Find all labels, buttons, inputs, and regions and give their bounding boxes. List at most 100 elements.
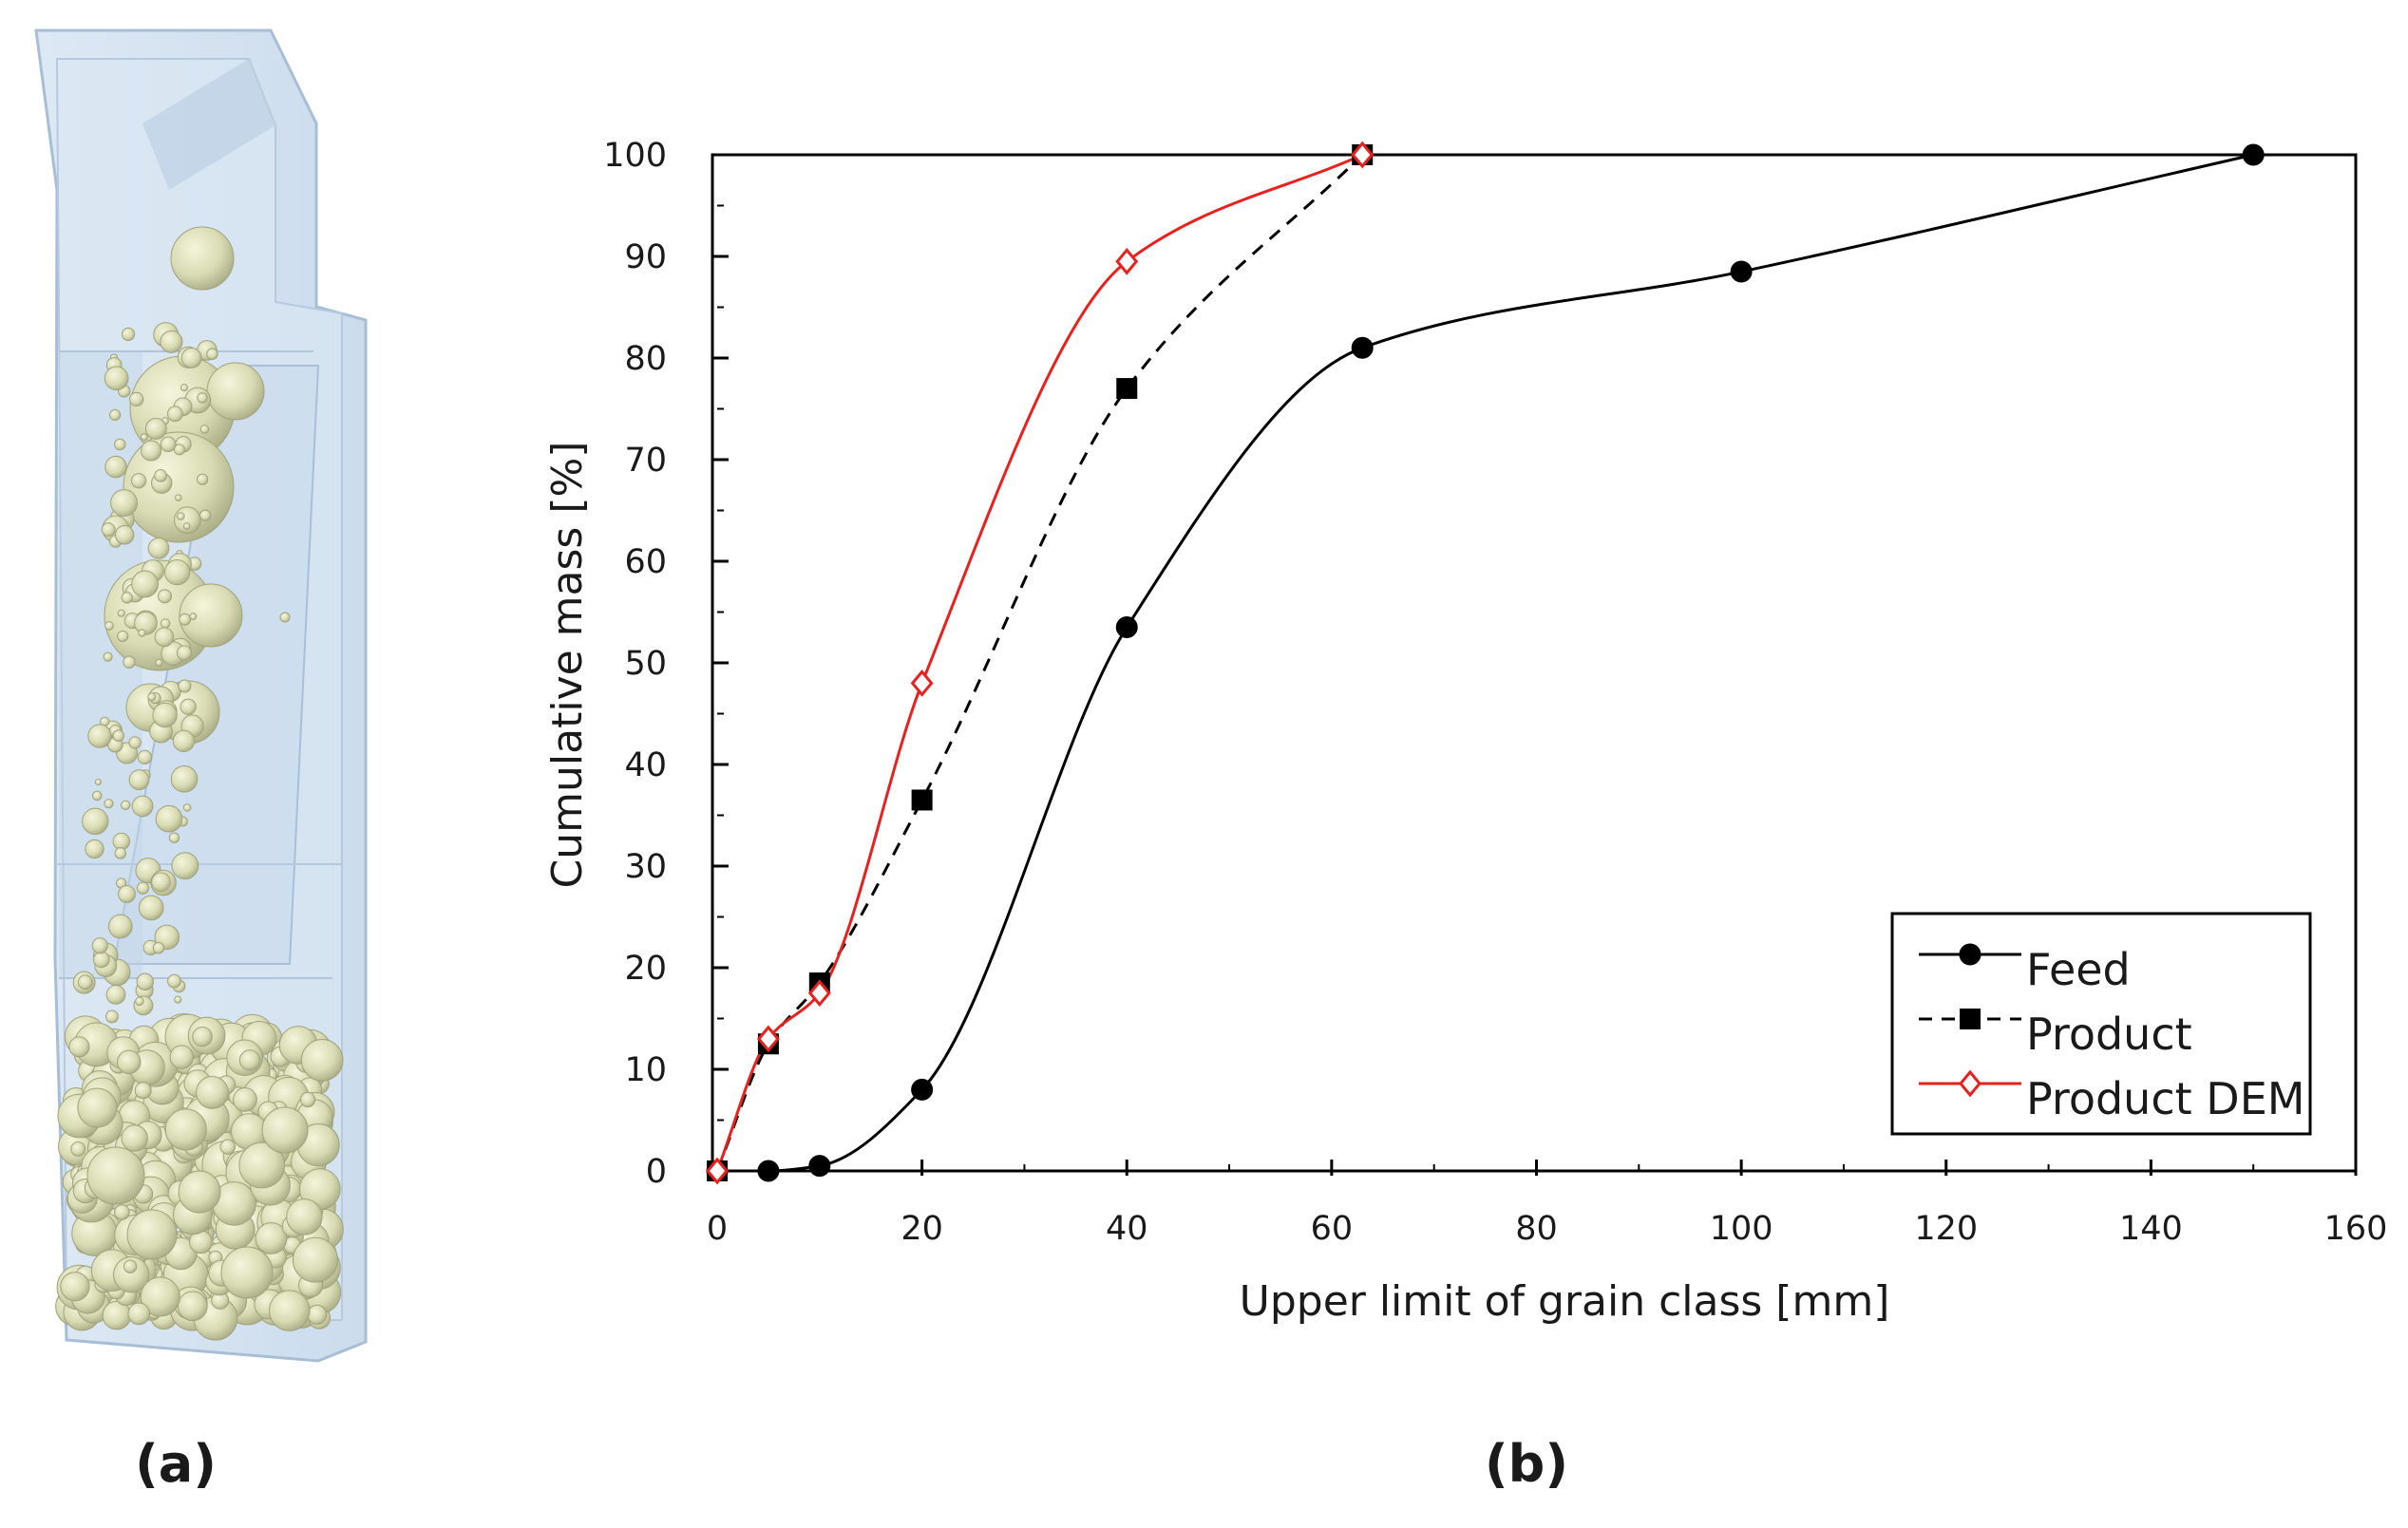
x-tick-label: 120 bbox=[1914, 1210, 1978, 1248]
particle bbox=[178, 679, 192, 693]
legend-product-dem-marker bbox=[1959, 1069, 1981, 1098]
particle bbox=[77, 1087, 118, 1128]
particle bbox=[179, 583, 243, 648]
chute-illustration: (a) bbox=[34, 28, 368, 1494]
particle bbox=[261, 1106, 309, 1154]
panel-a-label: (a) bbox=[135, 1434, 217, 1494]
x-tick-label: 60 bbox=[1311, 1210, 1354, 1248]
particle bbox=[114, 1204, 130, 1220]
product-dem-point bbox=[1351, 141, 1375, 169]
x-axis-ticks: 0 20 40 60 80 100 120 140 160 bbox=[707, 1160, 2387, 1248]
y-tick-label: 0 bbox=[646, 1153, 667, 1191]
particle bbox=[189, 613, 198, 621]
particle bbox=[103, 651, 113, 662]
particle bbox=[286, 1198, 323, 1236]
x-tick-label: 40 bbox=[1106, 1210, 1148, 1248]
particle bbox=[113, 1255, 150, 1293]
y-tick-label: 10 bbox=[624, 1051, 667, 1089]
product-point bbox=[1116, 378, 1138, 400]
series-markers bbox=[706, 141, 2265, 1185]
x-tick-label: 140 bbox=[2119, 1210, 2183, 1248]
particle bbox=[131, 795, 154, 818]
particle bbox=[87, 724, 112, 748]
particle bbox=[155, 658, 163, 667]
product-dem-point bbox=[756, 1025, 780, 1053]
particle bbox=[178, 1170, 221, 1214]
particle bbox=[182, 522, 191, 530]
particle bbox=[104, 366, 129, 391]
particle bbox=[104, 799, 114, 809]
product-dem-point bbox=[1115, 248, 1139, 275]
particle bbox=[147, 538, 170, 559]
legend: Feed Product Product DEM bbox=[1890, 912, 2312, 1136]
particle bbox=[94, 778, 102, 786]
particle bbox=[154, 468, 167, 482]
particle bbox=[206, 362, 265, 421]
particle bbox=[233, 1087, 257, 1112]
particle bbox=[152, 702, 178, 728]
product-dem-point bbox=[910, 670, 934, 697]
particle bbox=[166, 406, 183, 423]
legend-product-marker bbox=[1960, 1009, 1981, 1029]
y-tick-label: 60 bbox=[624, 543, 667, 581]
particle bbox=[170, 765, 199, 793]
y-tick-label: 100 bbox=[603, 137, 667, 175]
particle bbox=[157, 589, 173, 604]
particle bbox=[160, 436, 177, 453]
particle bbox=[140, 433, 148, 442]
particle bbox=[307, 1304, 328, 1325]
product-point bbox=[911, 789, 933, 811]
particle bbox=[180, 384, 188, 392]
y-tick-label: 70 bbox=[624, 442, 667, 480]
particle bbox=[173, 443, 185, 456]
particle bbox=[182, 803, 192, 812]
feed-point bbox=[1730, 260, 1753, 283]
y-axis-title: Cumulative mass [%] bbox=[543, 442, 592, 889]
particle bbox=[154, 627, 175, 648]
particle bbox=[121, 800, 131, 811]
particle bbox=[117, 630, 129, 643]
particle bbox=[126, 1209, 178, 1260]
particle bbox=[117, 609, 125, 617]
particle bbox=[160, 618, 171, 629]
particle bbox=[104, 1009, 119, 1024]
particle bbox=[176, 645, 193, 661]
particle bbox=[141, 440, 162, 462]
y-tick-label: 30 bbox=[624, 848, 667, 886]
particle bbox=[91, 937, 108, 954]
product-line bbox=[715, 153, 1364, 1172]
particle bbox=[179, 613, 192, 626]
particle bbox=[114, 847, 127, 859]
particle bbox=[192, 1027, 213, 1047]
legend-feed-marker bbox=[1959, 943, 1981, 966]
particle bbox=[138, 629, 146, 637]
grain-size-chart: 0 10 20 30 40 50 60 70 80 90 100 0 20 40 60 80 100 120 14… bbox=[543, 137, 2387, 1494]
particle bbox=[163, 559, 191, 586]
particle bbox=[68, 1036, 90, 1058]
particle bbox=[134, 1082, 152, 1100]
feed-point bbox=[2242, 143, 2265, 166]
legend-product-label: Product bbox=[2026, 1009, 2192, 1060]
particle bbox=[238, 1049, 261, 1071]
particle bbox=[123, 1259, 138, 1273]
particle bbox=[199, 424, 210, 434]
particle bbox=[107, 914, 133, 939]
particle bbox=[144, 418, 167, 440]
particle bbox=[128, 736, 142, 749]
x-tick-label: 0 bbox=[707, 1210, 728, 1248]
particle bbox=[299, 1091, 316, 1108]
particle bbox=[292, 1236, 338, 1283]
particle bbox=[131, 570, 159, 598]
particle bbox=[196, 473, 209, 485]
particle bbox=[180, 698, 197, 715]
particle bbox=[135, 996, 144, 1007]
y-tick-label: 90 bbox=[624, 238, 667, 276]
particle bbox=[112, 832, 131, 851]
product-dem-point bbox=[706, 1157, 729, 1185]
particle bbox=[118, 885, 136, 903]
particle-bed bbox=[55, 226, 344, 1341]
feed-point bbox=[1351, 336, 1374, 359]
y-axis-ticks: 0 10 20 30 40 50 60 70 80 90 100 bbox=[603, 137, 729, 1191]
legend-product-dem-label: Product DEM bbox=[2026, 1073, 2304, 1124]
particle bbox=[151, 872, 171, 893]
